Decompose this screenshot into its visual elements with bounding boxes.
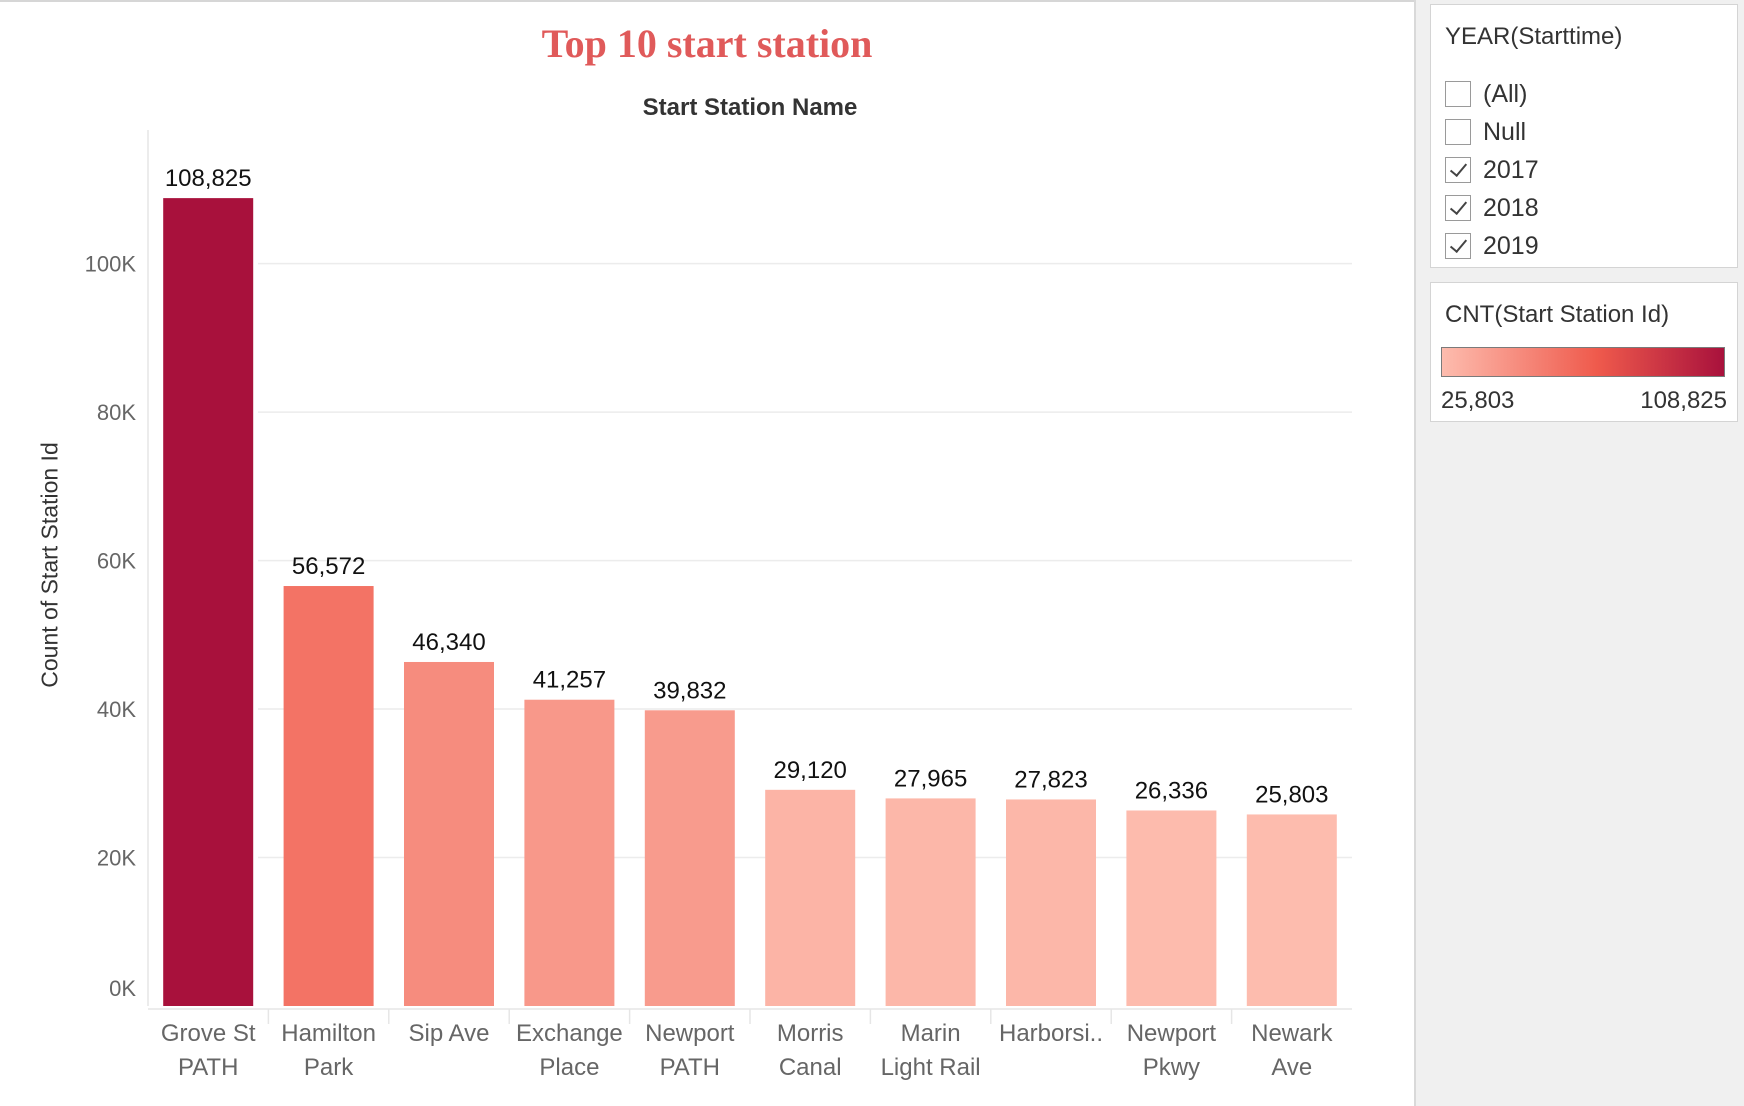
bar[interactable] bbox=[885, 798, 976, 1006]
year-filter-option[interactable]: 2018 bbox=[1431, 189, 1737, 227]
x-category-label: Sip Ave bbox=[409, 1020, 490, 1047]
bar[interactable] bbox=[1246, 814, 1337, 1006]
y-tick-label: 60K bbox=[97, 549, 136, 574]
y-tick-label: 0K bbox=[109, 976, 136, 1001]
bar[interactable] bbox=[1006, 799, 1096, 1006]
bar[interactable] bbox=[1126, 810, 1217, 1006]
bar[interactable] bbox=[404, 661, 494, 1006]
color-legend-card: CNT(Start Station Id) 25,803 108,825 bbox=[1430, 282, 1738, 422]
x-category-label: Newark bbox=[1251, 1020, 1333, 1047]
x-axis-header: Start Station Name bbox=[642, 94, 858, 121]
x-category-label: Ave bbox=[1271, 1054, 1312, 1081]
year-filter-option[interactable]: Null bbox=[1431, 113, 1737, 151]
x-category-label: Newport bbox=[645, 1020, 735, 1047]
year-filter-card: YEAR(Starttime) (All) Null 2017 2018 2019 bbox=[1430, 4, 1738, 268]
color-gradient-bar bbox=[1441, 347, 1725, 377]
x-category-label: Pkwy bbox=[1143, 1054, 1200, 1081]
top-border bbox=[0, 0, 1414, 2]
year-filter-option-label: 2019 bbox=[1483, 231, 1539, 260]
bar-value-label: 25,803 bbox=[1255, 781, 1328, 808]
year-filter-option[interactable]: 2019 bbox=[1431, 227, 1737, 265]
year-filter-option-label: Null bbox=[1483, 117, 1527, 146]
bar-value-label: 26,336 bbox=[1135, 777, 1208, 804]
legend-min-label: 25,803 bbox=[1441, 387, 1515, 414]
bar-value-label: 46,340 bbox=[412, 629, 485, 656]
bar-value-label: 39,832 bbox=[653, 677, 726, 704]
year-filter-option-label: 2017 bbox=[1483, 155, 1539, 184]
chart-title: Top 10 start station bbox=[541, 21, 873, 66]
checkbox[interactable] bbox=[1445, 157, 1471, 183]
x-category-label: Exchange bbox=[516, 1020, 623, 1047]
bar-value-label: 56,572 bbox=[292, 553, 365, 580]
color-legend-title: CNT(Start Station Id) bbox=[1445, 301, 1670, 328]
x-category-label: Newport bbox=[1127, 1020, 1217, 1047]
checkbox[interactable] bbox=[1445, 195, 1471, 221]
x-category-label: Park bbox=[304, 1054, 354, 1081]
side-panel: YEAR(Starttime) (All) Null 2017 2018 2019 CN… bbox=[1414, 0, 1744, 1106]
y-tick-label: 40K bbox=[97, 697, 136, 722]
x-category-label: Morris bbox=[777, 1020, 844, 1047]
bar[interactable] bbox=[283, 586, 374, 1006]
checkbox[interactable] bbox=[1445, 233, 1471, 259]
x-category-label: PATH bbox=[660, 1054, 720, 1081]
y-tick-label: 20K bbox=[97, 846, 136, 871]
x-category-label: Canal bbox=[779, 1054, 842, 1081]
year-filter-title: YEAR(Starttime) bbox=[1445, 23, 1623, 50]
bar[interactable] bbox=[765, 789, 856, 1006]
checkbox[interactable] bbox=[1445, 119, 1471, 145]
x-category-label: Harborsi.. bbox=[999, 1020, 1103, 1047]
bar-value-label: 27,823 bbox=[1014, 766, 1087, 793]
y-tick-label: 80K bbox=[97, 400, 136, 425]
bar-value-label: 27,965 bbox=[894, 765, 967, 792]
year-filter-option[interactable]: 2017 bbox=[1431, 151, 1737, 189]
year-filter-list: (All) Null 2017 2018 2019 bbox=[1431, 75, 1737, 265]
x-category-label: Grove St bbox=[161, 1020, 256, 1047]
year-filter-option-label: 2018 bbox=[1483, 193, 1539, 222]
x-category-label: Marin bbox=[901, 1020, 961, 1047]
bar-chart: 0K 20K 40K 60K 80K 100K 108,825 Grove St PATH 56,… bbox=[85, 130, 1352, 1081]
bar-value-label: 29,120 bbox=[773, 757, 846, 784]
year-filter-option-label: (All) bbox=[1483, 79, 1528, 108]
x-category-label: Place bbox=[539, 1054, 599, 1081]
y-tick-label: 100K bbox=[85, 252, 137, 277]
x-category-label: PATH bbox=[178, 1054, 238, 1081]
year-filter-option[interactable]: (All) bbox=[1431, 75, 1737, 113]
x-category-label: Hamilton bbox=[281, 1020, 376, 1047]
bar-value-label: 41,257 bbox=[533, 667, 606, 694]
bar-value-label: 108,825 bbox=[165, 165, 252, 192]
checkbox[interactable] bbox=[1445, 81, 1471, 107]
bar[interactable] bbox=[524, 699, 615, 1006]
bar[interactable] bbox=[163, 198, 254, 1006]
legend-max-label: 108,825 bbox=[1640, 387, 1727, 414]
chart-area: Top 10 start station Start Station Name … bbox=[37, 21, 1352, 1081]
bar[interactable] bbox=[644, 710, 735, 1006]
x-category-label: Light Rail bbox=[881, 1054, 981, 1081]
